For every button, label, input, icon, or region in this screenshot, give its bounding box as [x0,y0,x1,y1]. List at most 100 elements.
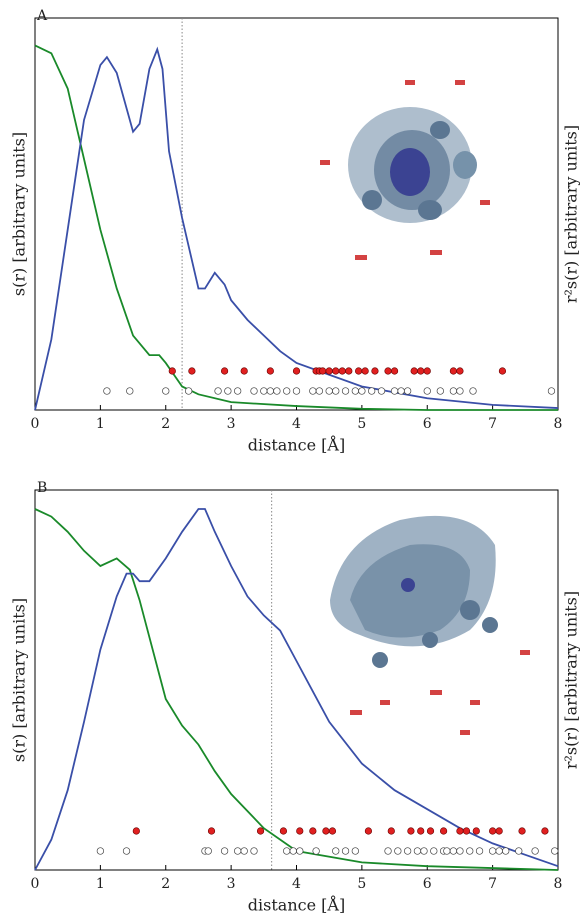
open-point [260,387,268,395]
x-tick-label: 0 [31,416,40,432]
open-point [289,847,297,855]
red-point [462,827,471,835]
open-point [488,847,497,855]
red-point [384,367,392,375]
red-point [541,827,549,835]
x-tick-label: 7 [488,876,497,892]
y-axis-label: s(r) [arbitrary units] [10,132,29,296]
x-tick-label: 3 [227,876,236,892]
open-point [309,387,317,395]
red-point [426,827,435,835]
red-point [495,827,503,835]
open-point [547,387,556,395]
open-point [315,387,324,395]
open-point [332,387,340,395]
red-point [387,827,395,835]
x-tick-label: 6 [423,416,432,432]
open-point [397,387,405,395]
open-point [266,387,275,395]
red-point [456,827,464,835]
open-point [234,847,242,855]
open-point [184,387,193,395]
open-point [126,387,134,395]
open-point [351,387,359,395]
x-axis-label: distance [Å] [248,435,345,455]
open-point [384,847,392,855]
open-point [312,847,320,855]
open-point [96,847,105,855]
open-point [502,847,510,855]
red-point [132,827,140,835]
open-point [531,847,539,855]
red-point [407,827,415,835]
x-tick-label: 2 [161,876,170,892]
open-point [515,847,523,855]
red-point [371,367,379,375]
open-point [341,387,350,395]
open-point [240,847,248,855]
open-point [466,847,474,855]
open-point [394,847,402,855]
red-point [456,367,464,375]
panel-label: A [36,8,48,24]
red-point [364,827,373,835]
red-point [489,827,497,835]
open-point [403,387,412,395]
red-point [472,827,480,835]
open-point [224,387,232,395]
open-point [332,847,340,855]
open-point [341,847,350,855]
x-tick-label: 1 [96,416,105,432]
red-point [188,367,196,375]
red-point [309,827,317,835]
open-point [449,847,458,855]
plot-frame [34,17,559,411]
panel-label: B [37,480,47,496]
y2-axis-label: r²s(r) [arbitrary units] [562,591,581,769]
red-point [332,367,340,375]
red-point [417,827,425,835]
x-tick-label: 1 [96,876,105,892]
open-point [292,387,301,395]
curve [34,44,558,411]
open-point [250,387,258,395]
open-point [456,847,464,855]
open-point [358,387,366,395]
red-point [449,367,458,375]
molecule-a [320,80,490,260]
open-point [351,847,359,855]
x-tick-label: 7 [488,416,497,432]
red-point [168,367,176,375]
red-point [498,367,507,375]
red-point [423,367,431,375]
red-point [410,367,418,375]
x-tick-label: 4 [292,876,301,892]
x-tick-label: 5 [357,416,366,432]
x-tick-label: 8 [554,876,563,892]
red-point [390,367,399,375]
red-point [292,367,301,375]
open-point [220,847,229,855]
x-tick-label: 3 [227,416,236,432]
x-tick-label: 5 [357,876,366,892]
red-point [240,367,248,375]
red-point [296,827,304,835]
red-point [361,367,369,375]
open-point [495,847,503,855]
open-point [283,847,291,855]
y-axis-label: s(r) [arbitrary units] [10,598,29,762]
open-point [204,847,212,855]
red-point [319,367,327,375]
red-point [256,827,265,835]
open-point [377,387,386,395]
open-point [162,387,170,395]
open-point [390,387,399,395]
open-point [423,387,431,395]
x-tick-label: 6 [423,876,432,892]
red-point [322,827,330,835]
open-point [273,387,281,395]
open-point [214,387,222,395]
red-point [325,367,333,375]
open-point [420,847,428,855]
